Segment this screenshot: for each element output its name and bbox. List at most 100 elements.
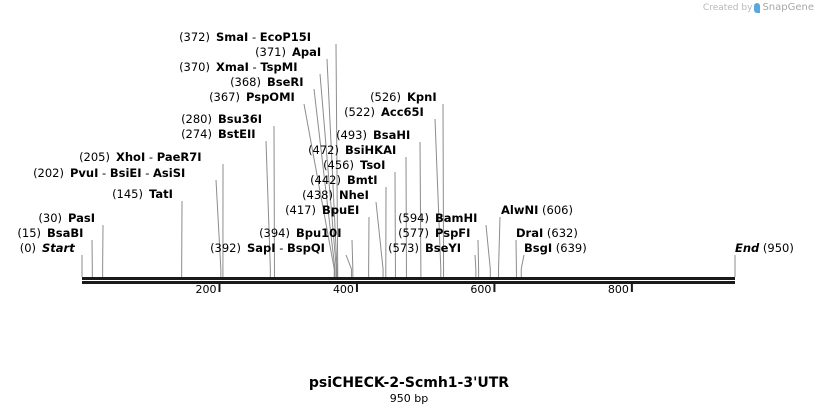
enzyme-name: BspQI (287, 241, 325, 255)
tick-label: 800 (608, 283, 629, 296)
isoschizomer-separator: - (98, 166, 109, 180)
enzyme-name: SmaI (216, 30, 248, 44)
site-label-bsahi[interactable]: BsaHI (373, 128, 410, 142)
isoschizomer-separator: - (248, 30, 259, 44)
site-label-bsihkai[interactable]: BsiHKAI (345, 143, 396, 157)
site-label-sapi[interactable]: SapI - BspQI (247, 241, 325, 255)
site-leader-lines (81, 43, 736, 277)
leader-line-apai (326, 58, 338, 277)
site-label-bsgi[interactable]: BsgI (639) (524, 241, 587, 255)
site-label-pspomi[interactable]: PspOMI (246, 90, 295, 104)
enzyme-name: BseRI (267, 75, 304, 89)
leader-line-sapi (345, 254, 352, 277)
site-label-kpni[interactable]: KpnI (407, 90, 437, 104)
site-position: (145) (112, 187, 143, 201)
site-position: (606) (538, 203, 573, 217)
site-position: (371) (255, 45, 286, 59)
site-position: (205) (79, 150, 110, 164)
leader-line-bsteii (265, 140, 271, 277)
isoschizomer-separator: - (145, 150, 156, 164)
enzyme-name: EcoP15I (260, 30, 311, 44)
site-label-bpu10i[interactable]: Bpu10I (296, 226, 341, 240)
enzyme-name: DraI (516, 226, 543, 240)
enzyme-name: BsiEI (110, 166, 142, 180)
tick-label: 600 (470, 283, 491, 296)
enzyme-name: BsaHI (373, 128, 410, 142)
tick-label: 200 (195, 283, 216, 296)
site-position: (573) (388, 241, 419, 255)
site-position: (417) (285, 203, 316, 217)
enzyme-name: PvuI (70, 166, 98, 180)
enzyme-name: NheI (339, 188, 369, 202)
site-position: (493) (336, 128, 367, 142)
site-position: (526) (370, 90, 401, 104)
leader-line-kpni (442, 103, 445, 277)
site-label-drai[interactable]: DraI (632) (516, 226, 578, 240)
site-label-smai[interactable]: SmaI - EcoP15I (216, 30, 311, 44)
feature-label-start[interactable]: Start (42, 241, 75, 255)
site-position: (367) (209, 90, 240, 104)
enzyme-name: Bpu10I (296, 226, 341, 240)
site-position: (202) (33, 166, 64, 180)
enzyme-name: BamHI (435, 211, 477, 225)
site-label-acc65i[interactable]: Acc65I (381, 105, 424, 119)
site-label-bseyi[interactable]: BseYI (425, 241, 461, 255)
site-label-bseri[interactable]: BseRI (267, 75, 304, 89)
site-position: (522) (344, 105, 375, 119)
site-position: (30) (38, 211, 62, 225)
enzyme-name: PspOMI (246, 90, 295, 104)
site-label-pspfi[interactable]: PspFI (435, 226, 470, 240)
site-position: (442) (310, 173, 341, 187)
enzyme-name: BseYI (425, 241, 461, 255)
site-label-xmai[interactable]: XmaI - TspMI (216, 60, 297, 74)
enzyme-name: TspMI (260, 60, 297, 74)
leader-line-bamhi (485, 224, 491, 277)
site-label-apai[interactable]: ApaI (292, 45, 321, 59)
site-label-bpuei[interactable]: BpuEI (322, 203, 359, 217)
site-labels: BsaBI (15) PasI (30) TatI (145) PvuI - BsiEI -… (17, 30, 793, 255)
enzyme-name: BsiHKAI (345, 143, 396, 157)
site-position: (438) (302, 188, 333, 202)
site-position: (392) (210, 241, 241, 255)
leader-line-pspfi (477, 239, 480, 277)
site-label-tsoi[interactable]: TsoI (360, 158, 385, 172)
site-label-xhoi[interactable]: XhoI - PaeR7I (116, 150, 202, 164)
site-label-pvui[interactable]: PvuI - BsiEI - AsiSI (70, 166, 185, 180)
site-label-bsabi[interactable]: BsaBI (47, 226, 83, 240)
site-label-bamhi[interactable]: BamHI (435, 211, 477, 225)
map-title: psiCHECK-2-Scmh1-3'UTR (308, 375, 510, 391)
feature-label-end[interactable]: End (950) (735, 241, 794, 255)
enzyme-name: End (735, 241, 760, 255)
site-label-tati[interactable]: TatI (149, 187, 173, 201)
enzyme-name: BmtI (347, 173, 378, 187)
leader-line-bpu10i (351, 239, 354, 277)
leader-line-alwni (498, 216, 501, 277)
tick-label: 400 (333, 283, 354, 296)
enzyme-name: BsaBI (47, 226, 83, 240)
enzyme-name: Acc65I (381, 105, 424, 119)
enzyme-name: ApaI (292, 45, 321, 59)
site-label-nhei[interactable]: NheI (339, 188, 369, 202)
site-position: (15) (17, 226, 41, 240)
site-position: (594) (398, 211, 429, 225)
leader-line-bsgi (520, 254, 525, 277)
sequence-bar (82, 277, 735, 284)
site-position: (472) (308, 143, 339, 157)
leader-line-pvui (215, 179, 222, 277)
enzyme-name: Start (42, 241, 75, 255)
site-label-pasi[interactable]: PasI (68, 211, 95, 225)
enzyme-name: BpuEI (322, 203, 359, 217)
isoschizomer-separator: - (276, 241, 287, 255)
site-position: (456) (323, 158, 354, 172)
site-position: (280) (181, 112, 212, 126)
enzyme-name: AsiSI (153, 166, 185, 180)
tick-mark (355, 284, 358, 292)
enzyme-name: AlwNI (501, 203, 538, 217)
site-label-bmti[interactable]: BmtI (347, 173, 378, 187)
site-label-bsu36i[interactable]: Bsu36I (218, 112, 262, 126)
site-label-bsteii[interactable]: BstEII (218, 127, 256, 141)
site-label-alwni[interactable]: AlwNI (606) (501, 203, 573, 217)
enzyme-name: TsoI (360, 158, 385, 172)
leader-line-xmai (319, 73, 337, 277)
